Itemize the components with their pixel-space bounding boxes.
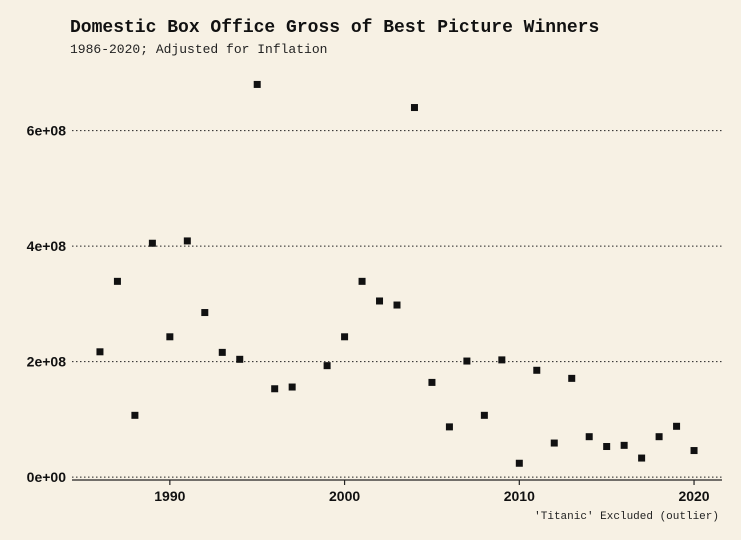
chart-title: Domestic Box Office Gross of Best Pictur… [70, 18, 599, 38]
data-point [376, 297, 384, 305]
data-point [323, 362, 331, 370]
x-tick-label: 2010 [504, 488, 535, 504]
data-point [533, 366, 541, 374]
gridlines [72, 130, 722, 478]
data-point [96, 348, 104, 356]
data-point [131, 411, 139, 419]
y-tick-label: 2e+08 [27, 354, 67, 370]
data-point [183, 237, 191, 245]
data-point [236, 355, 244, 363]
data-point [498, 356, 506, 364]
chart-caption: 'Titanic' Excluded (outlier) [534, 511, 719, 523]
data-point [410, 104, 418, 112]
y-tick-label: 4e+08 [27, 238, 67, 254]
data-point [655, 433, 663, 441]
data-point [620, 441, 628, 449]
data-point [463, 357, 471, 365]
data-points [96, 80, 698, 467]
y-tick-label: 6e+08 [27, 123, 67, 139]
data-point [568, 374, 576, 382]
data-point [638, 454, 646, 462]
data-point [515, 459, 523, 467]
data-point [113, 277, 121, 285]
data-point [585, 433, 593, 441]
y-tick-labels: 0e+00 2e+08 4e+08 6e+08 [27, 123, 67, 485]
data-point [201, 309, 209, 317]
data-point [288, 383, 296, 391]
x-tick-label: 1990 [154, 488, 185, 504]
data-point [166, 333, 174, 341]
data-point [428, 378, 436, 386]
x-tick-label: 2020 [678, 488, 709, 504]
data-point [148, 239, 156, 247]
data-point [673, 422, 681, 430]
data-point [393, 301, 401, 309]
data-point [480, 411, 488, 419]
data-point [550, 439, 558, 447]
chart-subtitle: 1986-2020; Adjusted for Inflation [70, 42, 327, 57]
data-point [603, 443, 611, 451]
data-point [271, 385, 279, 393]
data-point [218, 348, 226, 356]
x-tick-label: 2000 [329, 488, 360, 504]
data-point [253, 80, 261, 88]
data-point [690, 447, 698, 455]
data-point [445, 423, 453, 431]
y-tick-label: 0e+00 [27, 469, 67, 485]
data-point [341, 333, 349, 341]
data-point [358, 277, 366, 285]
x-tick-labels: 1990 2000 2010 2020 [154, 480, 710, 504]
